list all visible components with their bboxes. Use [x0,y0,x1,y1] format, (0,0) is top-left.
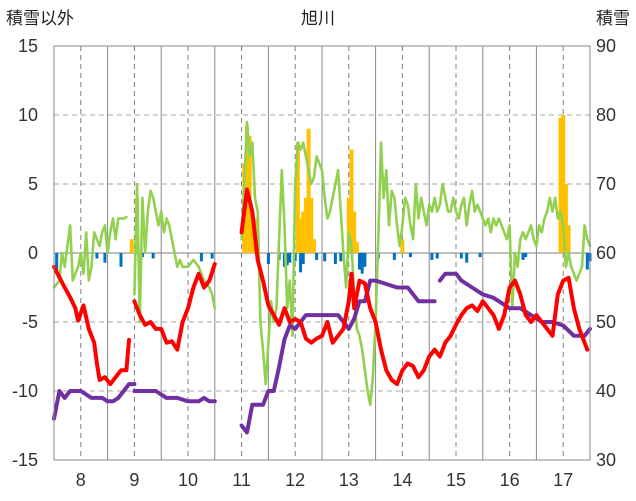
blue-bar [524,253,528,258]
right-tick-label: 50 [596,312,616,332]
purple-series-line [52,382,137,421]
purple-series-line [437,271,592,338]
blue-bar [210,253,214,259]
orange-bar [303,197,308,253]
right-tick-label: 90 [596,36,616,56]
orange-bar [295,142,300,253]
blue-bar [521,253,525,260]
right-tick-label: 30 [596,450,616,470]
x-tick-label: 14 [392,470,412,490]
orange-bar [563,184,568,253]
blue-bar [333,253,337,265]
x-tick-label: 12 [285,470,305,490]
blue-bar [103,253,107,263]
green-series-line [52,215,128,289]
green-series-line [133,182,217,324]
left-tick-label: -5 [22,312,38,332]
right-tick-label: 40 [596,381,616,401]
x-tick-label: 13 [339,470,359,490]
left-tick-label: 5 [28,174,38,194]
orange-bar [558,117,563,253]
x-tick-label: 17 [553,470,573,490]
orange-bar [561,115,566,253]
blue-bar [339,253,343,262]
left-tick-label: -10 [12,381,38,401]
orange-bar [301,211,306,253]
blue-bar [363,253,367,267]
orange-bar [352,211,357,253]
x-tick-label: 16 [500,470,520,490]
blue-bar [392,253,396,260]
blue-bar [315,253,319,260]
blue-bar [435,253,439,259]
blue-bar [55,253,59,274]
left-tick-label: 0 [28,243,38,263]
green-series-line [240,120,592,407]
orange-bar [250,211,255,253]
blue-bar [288,253,292,263]
orange-bar [400,239,405,253]
red-series-line [239,187,590,387]
orange-bar [298,218,303,253]
right-tick-label: 60 [596,243,616,263]
blue-bar [285,253,289,266]
chart-title: 旭川 [301,9,335,29]
orange-bar [349,149,354,253]
left-tick-label: 10 [18,105,38,125]
blue-bar [430,253,434,260]
orange-bar [306,128,311,253]
blue-bar [408,253,412,258]
right-tick-label: 80 [596,105,616,125]
left-axis-title: 積雪以外 [6,9,74,29]
purple-series-line [239,278,437,435]
orange-bar [311,239,316,253]
orange-bar [354,241,359,253]
right-tick-label: 70 [596,174,616,194]
x-tick-label: 8 [76,470,86,490]
blue-bar [585,253,589,270]
blue-bar [459,253,463,259]
lines [52,120,592,435]
blue-bar [151,253,155,259]
plot-area-frame [53,45,591,461]
blue-bar [293,253,297,262]
blue-bar [301,253,305,265]
blue-bar [478,253,482,258]
blue-bar [199,253,203,262]
left-tick-label: -15 [12,450,38,470]
x-tick-label: 10 [178,470,198,490]
blue-bar [465,253,469,263]
red-series-line [52,264,131,387]
x-tick-label: 15 [446,470,466,490]
purple-series-line [132,389,217,404]
orange-bar [566,225,571,253]
blue-bar [266,253,270,265]
blue-bar [360,253,364,274]
left-tick-label: 15 [18,36,38,56]
red-series-line [132,262,217,352]
orange-bar [309,197,314,253]
right-axis-title: 積雪 [596,9,630,29]
x-tick-label: 9 [129,470,139,490]
orange-bar [129,239,134,253]
blue-bar [323,253,327,262]
blue-bar [95,253,99,259]
blue-bar [119,253,123,267]
x-tick-label: 11 [232,470,251,490]
blue-bar [358,253,362,270]
orange-bar [346,197,351,253]
blue-bar [299,253,303,273]
